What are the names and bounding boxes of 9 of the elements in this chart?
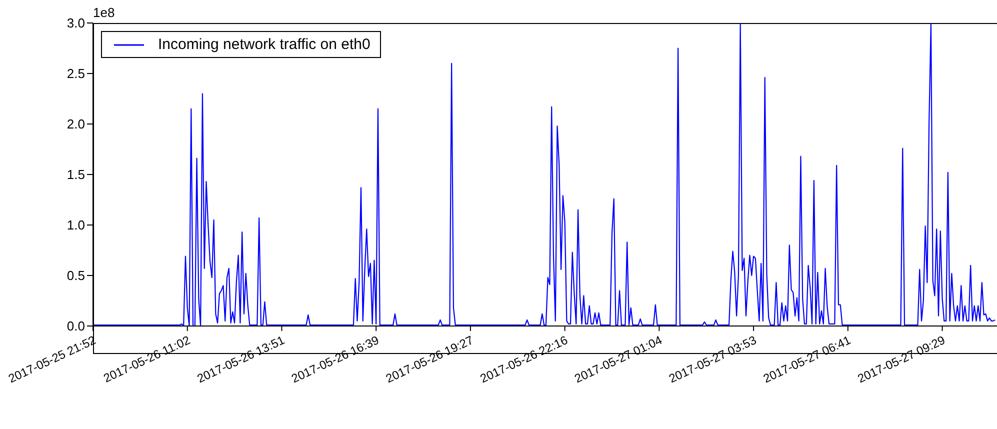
y-tick-label: 2.5	[66, 66, 85, 82]
text: 1e8	[93, 5, 115, 20]
y-tick-label: 0.5	[66, 268, 85, 284]
y-tick-label: 1.0	[66, 218, 85, 233]
y-tick-label: 0.0	[66, 318, 85, 334]
y-tick-label: 3.0	[66, 16, 85, 31]
y-tick-label: 1.5	[66, 167, 85, 182]
y-tick-label: 2.0	[66, 116, 85, 132]
legend-label: Incoming network traffic on eth0	[158, 36, 370, 53]
